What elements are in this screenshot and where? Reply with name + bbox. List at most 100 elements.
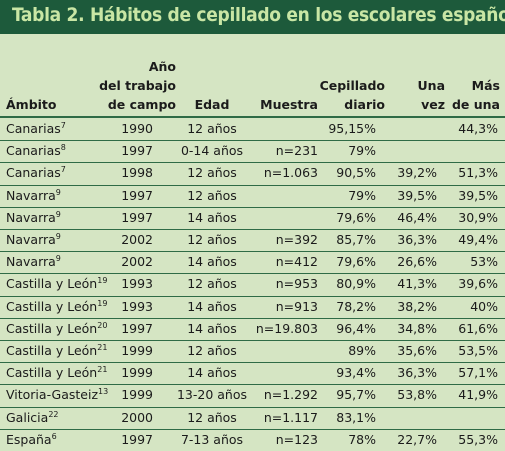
table-title: Tabla 2. Hábitos de cepillado en los esc… (12, 4, 505, 26)
row-rule (0, 251, 505, 252)
table-cell: 36,3% (397, 232, 437, 247)
table-cell: 14 años (187, 320, 237, 336)
table-cell: 57,1% (458, 365, 498, 381)
table-cell: 1999 (121, 365, 153, 381)
table-cell: 12 años (187, 165, 237, 181)
table-cell: 0-14 años (180, 143, 244, 159)
table-cell: Canarias7 (6, 165, 66, 181)
table-cell: 39,6% (458, 276, 498, 292)
table-cell: 83,1% (336, 409, 376, 425)
reference: 19 (97, 276, 108, 286)
table-cell: 96,4% (336, 320, 376, 336)
column-header: del trabajo (99, 78, 176, 93)
table-cell: 36,3% (397, 365, 437, 381)
row-rule (0, 340, 505, 341)
table-cell: Canarias7 (6, 121, 66, 137)
table-cell: n=953 (275, 276, 318, 292)
table-cell: 53% (470, 254, 498, 270)
table-cell: 95,7% (336, 387, 376, 403)
row-rule (0, 318, 505, 319)
column-header: vez (421, 97, 445, 112)
column-header: Muestra (260, 97, 318, 112)
region-name: Canarias (6, 121, 61, 136)
table-cell: 38,2% (397, 298, 437, 314)
reference: 6 (51, 431, 57, 441)
table-cell: 95,15% (328, 121, 376, 136)
table-cell: 22,7% (397, 431, 437, 447)
table-cell: 1993 (121, 298, 153, 314)
table-cell: 1990 (121, 121, 153, 136)
reference: 21 (97, 365, 108, 375)
table-cell: 1998 (121, 165, 153, 181)
table-cell: 7-13 años (180, 431, 244, 447)
table-cell: 53,5% (458, 343, 498, 358)
row-rule (0, 384, 505, 385)
region-name: Castilla y León (6, 365, 98, 381)
table-cell: n=392 (275, 232, 318, 247)
table-cell: 79% (348, 143, 376, 159)
table-cell: 12 años (187, 121, 237, 136)
table-cell: Navarra9 (6, 232, 61, 248)
table-cell: 14 años (187, 209, 237, 225)
row-rule (0, 162, 505, 163)
region-name: Navarra (6, 209, 56, 225)
table-cell: 35,6% (397, 343, 437, 358)
row-rule (0, 140, 505, 141)
table-cell: n=1.117 (263, 409, 318, 425)
table-cell: 30,9% (458, 209, 498, 225)
table-cell: 46,4% (397, 209, 437, 225)
table-cell: 41,3% (397, 276, 437, 292)
reference: 7 (60, 165, 66, 175)
column-header: Más (471, 78, 500, 93)
table-cell: 1997 (121, 209, 153, 225)
column-header: de una (451, 97, 500, 112)
table-cell: n=1.292 (263, 387, 318, 403)
row-rule (0, 407, 505, 408)
table-cell: 14 años (187, 254, 237, 270)
table-cell: n=231 (275, 143, 318, 159)
table-cell: 2002 (121, 254, 153, 270)
table-cell: 13-20 años (176, 387, 248, 403)
reference: 20 (97, 320, 108, 330)
table-cell: 40% (470, 298, 498, 314)
column-header: de campo (107, 97, 176, 112)
table-cell: 89% (348, 343, 376, 358)
region-name: Navarra (6, 187, 56, 203)
table-cell: 90,5% (336, 165, 376, 181)
table-cell: 79,6% (336, 254, 376, 270)
table-cell: Navarra9 (6, 254, 61, 270)
reference: 9 (55, 209, 61, 219)
table-cell: n=412 (275, 254, 318, 270)
table-cell: 39,5% (397, 187, 437, 203)
row-rule (0, 207, 505, 208)
column-header: diario (344, 97, 385, 112)
table-cell: Navarra9 (6, 210, 61, 226)
table-cell: 12 años (187, 409, 237, 425)
row-rule (0, 296, 505, 297)
row-rule (0, 273, 505, 274)
reference: 19 (97, 298, 108, 308)
table-cell: 12 años (187, 187, 237, 203)
table-cell: 39,5% (458, 187, 498, 203)
table-cell: Galicia22 (6, 410, 59, 426)
table-cell: 1997 (121, 187, 153, 203)
table-cell: 39,2% (397, 165, 437, 181)
region-name: Navarra (6, 232, 56, 247)
column-header: Edad (194, 97, 230, 112)
table-cell: 78,2% (336, 298, 376, 314)
region-name: Galicia (6, 409, 49, 425)
table-cell: n=1.063 (263, 165, 318, 181)
table-cell: 93,4% (336, 365, 376, 381)
region-name: Castilla y León (6, 298, 98, 314)
table-cell: 79% (348, 187, 376, 203)
region-name: Castilla y León (6, 320, 98, 336)
row-rule (0, 185, 505, 186)
reference: 9 (55, 187, 61, 197)
table-cell: n=123 (275, 431, 318, 447)
table-cell: 51,3% (458, 165, 498, 181)
table-cell: 41,9% (458, 387, 498, 403)
reference: 7 (60, 120, 66, 130)
table-cell: 12 años (187, 232, 237, 247)
region-name: España (6, 431, 52, 447)
